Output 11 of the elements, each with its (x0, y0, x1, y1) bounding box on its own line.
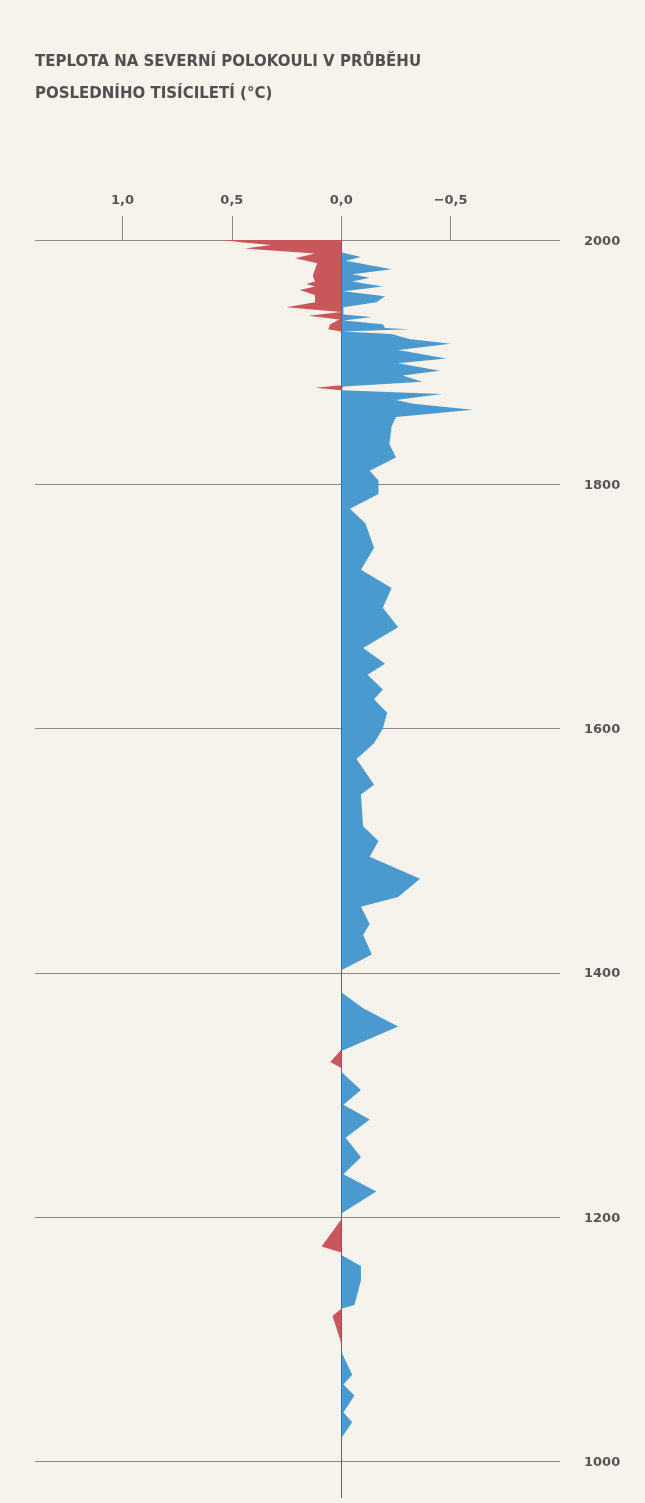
x-tick-label: 0,0 (329, 192, 353, 207)
chart-title: TEPLOTA NA SEVERNÍ POLOKOULI V PRŮBĚHU POSLEDNÍHO TISÍCILETÍ (°C) (35, 50, 427, 102)
y-tick-label: 1400 (584, 965, 621, 981)
y-tick-label: 1000 (584, 1453, 621, 1469)
x-tick-label: 1,0 (110, 192, 135, 207)
x-tick-label: 0,5 (220, 192, 244, 207)
y-tick-label: 1800 (584, 476, 621, 492)
y-tick-label: 2000 (584, 232, 621, 248)
y-tick-label: 1600 (584, 721, 621, 737)
y-tick-label: 1200 (584, 1209, 621, 1225)
x-tick-label: −0,5 (433, 192, 468, 207)
